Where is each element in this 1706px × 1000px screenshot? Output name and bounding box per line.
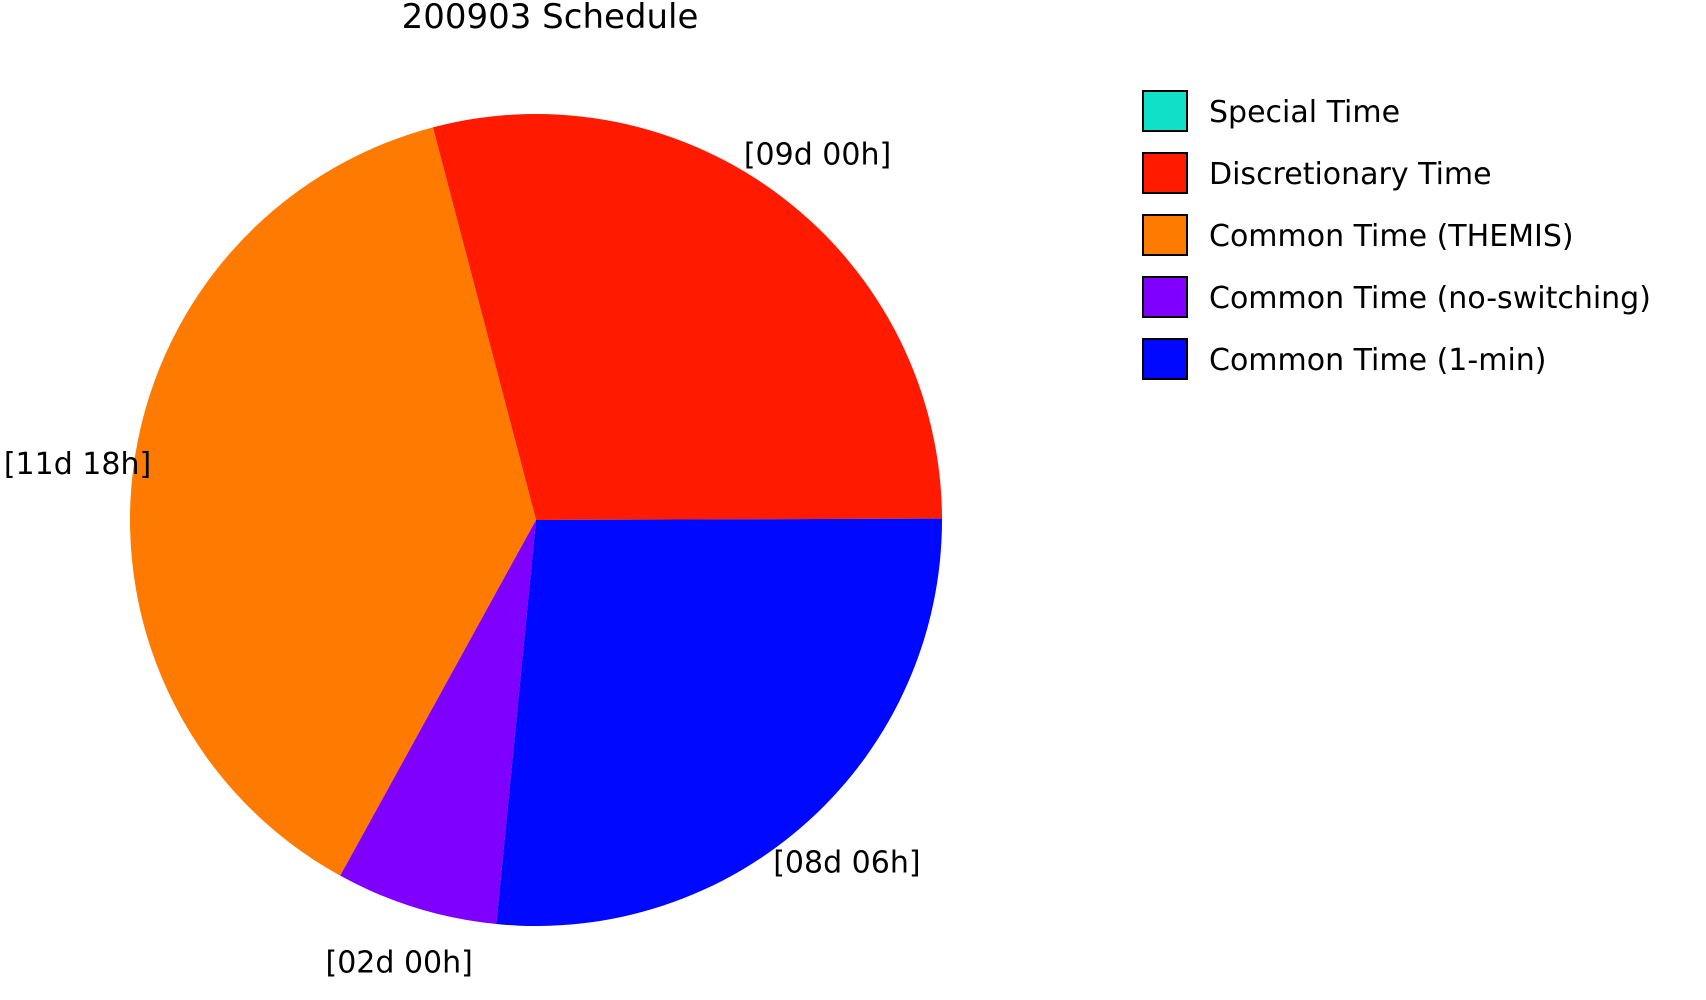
slice-label-common-time-no-switching: [02d 00h] [326, 945, 473, 980]
slice-label-common-time-1-min: [08d 06h] [773, 846, 920, 881]
pie-slice-discretionary-time [432, 114, 942, 520]
pie-slice-common-time-1-min [496, 518, 943, 927]
legend-swatch-common-time-themis [1142, 214, 1188, 256]
legend: Special Time Discretionary Time Common Tim… [1142, 90, 1651, 380]
legend-swatch-common-time-1-min [1142, 338, 1188, 380]
legend-swatch-common-time-no-switching [1142, 276, 1188, 318]
legend-swatch-special-time [1142, 90, 1188, 132]
pie-slices [130, 114, 943, 927]
legend-swatch-discretionary-time [1142, 152, 1188, 194]
pie-slice-labels: [09d 00h] [11d 18h] [02d 00h] [08d 06h] [4, 138, 921, 981]
legend-label-common-time-themis: Common Time (THEMIS) [1209, 219, 1574, 254]
legend-label-special-time: Special Time [1209, 95, 1400, 130]
slice-label-common-time-themis: [11d 18h] [4, 447, 151, 482]
legend-label-common-time-no-switching: Common Time (no-switching) [1209, 281, 1651, 316]
legend-label-common-time-1-min: Common Time (1-min) [1209, 343, 1547, 378]
pie-slice-common-time-themis [130, 127, 536, 876]
legend-label-discretionary-time: Discretionary Time [1209, 157, 1492, 192]
pie-slice-common-time-no-switching [340, 520, 536, 925]
chart-title: 200903 Schedule [402, 0, 699, 37]
slice-label-discretionary-time: [09d 00h] [744, 138, 891, 173]
